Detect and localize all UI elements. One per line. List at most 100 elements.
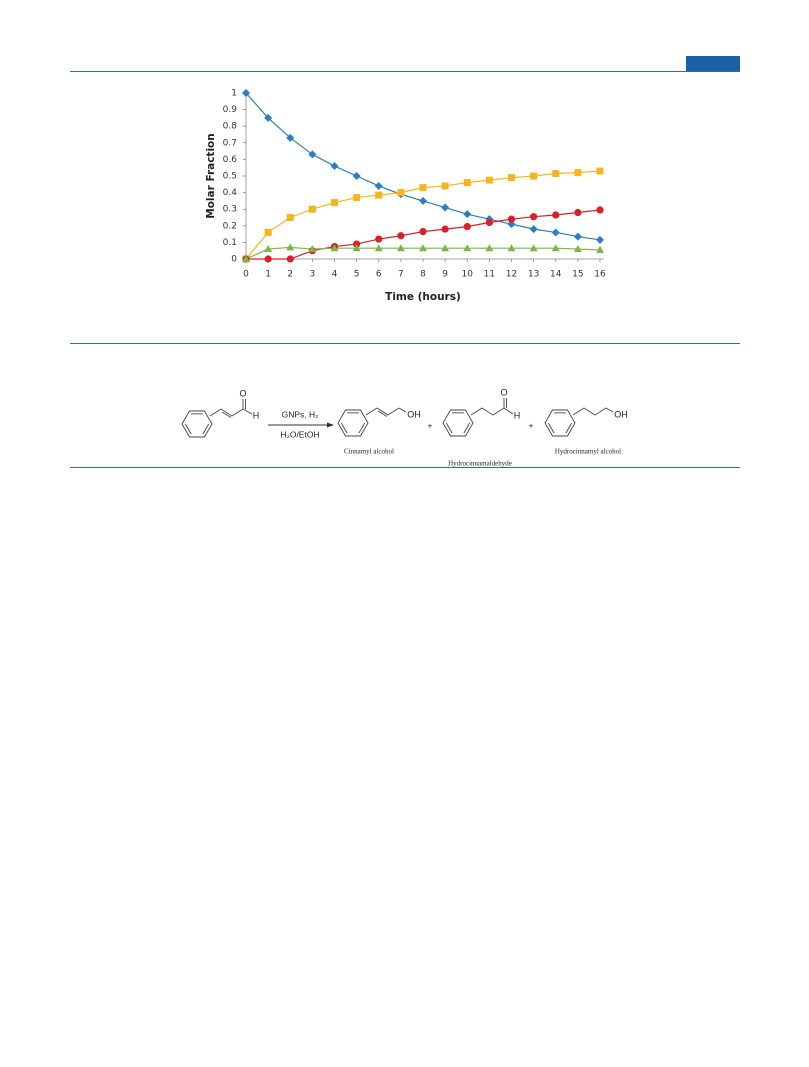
data-point <box>419 196 427 205</box>
benzene-ring <box>442 409 474 437</box>
data-point <box>308 245 317 253</box>
x-tick-label: 15 <box>572 270 583 280</box>
reaction-scheme: O H GNPs, H₂ H₂O/EtOH OH Cinnamyl alcoho… <box>181 387 628 468</box>
data-point <box>396 244 405 252</box>
bond <box>572 407 614 416</box>
data-point <box>242 89 250 97</box>
data-point <box>573 245 582 253</box>
data-point <box>286 255 294 263</box>
data-point <box>374 244 383 252</box>
x-tick-label: 0 <box>243 270 249 280</box>
y-tick-label: 0.1 <box>223 238 237 248</box>
data-point <box>573 232 582 241</box>
atom-label: H <box>514 410 521 420</box>
data-point <box>419 228 427 236</box>
data-point <box>463 244 472 252</box>
bond <box>365 407 407 416</box>
bond <box>547 422 555 434</box>
x-tick-label: 8 <box>420 270 426 280</box>
data-point <box>596 245 604 253</box>
data-point <box>529 244 538 252</box>
data-point <box>419 184 427 192</box>
y-tick-label: 0.4 <box>223 188 238 198</box>
x-tick-label: 16 <box>594 270 606 280</box>
y-tick-label: 0.2 <box>223 221 237 231</box>
plus-sign: + <box>529 420 534 430</box>
bond <box>565 422 573 434</box>
data-point <box>397 189 405 197</box>
x-tick-label: 14 <box>550 270 562 280</box>
data-point <box>330 244 339 252</box>
data-point <box>308 150 317 159</box>
y-tick-label: 0.9 <box>223 105 238 115</box>
data-point <box>596 167 604 175</box>
data-point <box>485 176 493 184</box>
header-tab <box>686 56 740 71</box>
x-tick-label: 6 <box>376 270 382 280</box>
data-point <box>375 191 383 199</box>
compound-name: Cinnamyl alcohol <box>344 448 394 456</box>
x-tick-label: 2 <box>287 270 293 280</box>
compound-name: Hydrocinnamyl alcohol <box>555 448 621 456</box>
data-point <box>264 113 273 122</box>
x-tick-label: 13 <box>528 270 539 280</box>
data-point <box>242 255 250 262</box>
x-tick-label: 10 <box>462 270 474 280</box>
data-point <box>530 172 538 180</box>
data-point <box>264 255 272 263</box>
y-tick-label: 0.3 <box>223 205 237 215</box>
bond <box>202 423 210 435</box>
data-point <box>530 213 538 221</box>
benzene-ring <box>181 410 213 438</box>
compound-name: Hydrocinnamaldehyde <box>448 460 512 468</box>
data-point <box>485 218 493 227</box>
plus-sign: + <box>428 420 433 430</box>
y-tick-label: 1 <box>231 89 237 99</box>
x-tick-label: 9 <box>442 270 448 280</box>
data-point <box>507 215 516 223</box>
x-tick-label: 4 <box>332 270 338 280</box>
atom-label: H <box>253 410 260 420</box>
data-point <box>574 169 582 177</box>
bond <box>445 422 453 434</box>
y-tick-label: 0 <box>231 255 237 265</box>
chart: Time (hours) Molar Fraction 0 0.1 0.2 0.3 0.… <box>205 89 606 304</box>
bond <box>470 407 514 416</box>
y-axis-title: Molar Fraction <box>205 133 217 218</box>
x-tick-label: 12 <box>506 270 517 280</box>
data-point <box>463 179 471 187</box>
y-tick-label: 0.5 <box>223 172 237 182</box>
bond <box>184 423 192 435</box>
bond <box>377 410 388 417</box>
data-point <box>353 240 361 248</box>
data-point <box>552 211 560 219</box>
data-point <box>374 181 383 190</box>
data-point <box>375 235 383 243</box>
x-tick-label: 3 <box>310 270 316 280</box>
data-point <box>308 205 316 213</box>
data-point <box>331 199 338 207</box>
data-point <box>552 170 560 178</box>
bond <box>209 408 253 417</box>
bond <box>463 422 471 434</box>
data-point <box>286 133 295 142</box>
reaction-condition: GNPs, H₂ <box>282 409 319 419</box>
arrow-head <box>327 422 334 428</box>
atom-label: OH <box>407 409 421 419</box>
x-tick-label: 7 <box>398 270 404 280</box>
atom-label: O <box>239 388 246 398</box>
data-point <box>551 228 560 237</box>
benzene-ring <box>544 409 576 437</box>
data-point <box>286 214 294 221</box>
data-point <box>551 244 560 252</box>
atom-label: O <box>500 387 507 397</box>
data-point <box>463 223 471 231</box>
data-point <box>353 194 361 202</box>
x-axis-title: Time (hours) <box>385 291 461 303</box>
data-point <box>441 244 450 252</box>
y-tick-label: 0.7 <box>223 138 237 148</box>
data-point <box>264 228 272 236</box>
reaction-condition: H₂O/EtOH <box>280 429 319 439</box>
